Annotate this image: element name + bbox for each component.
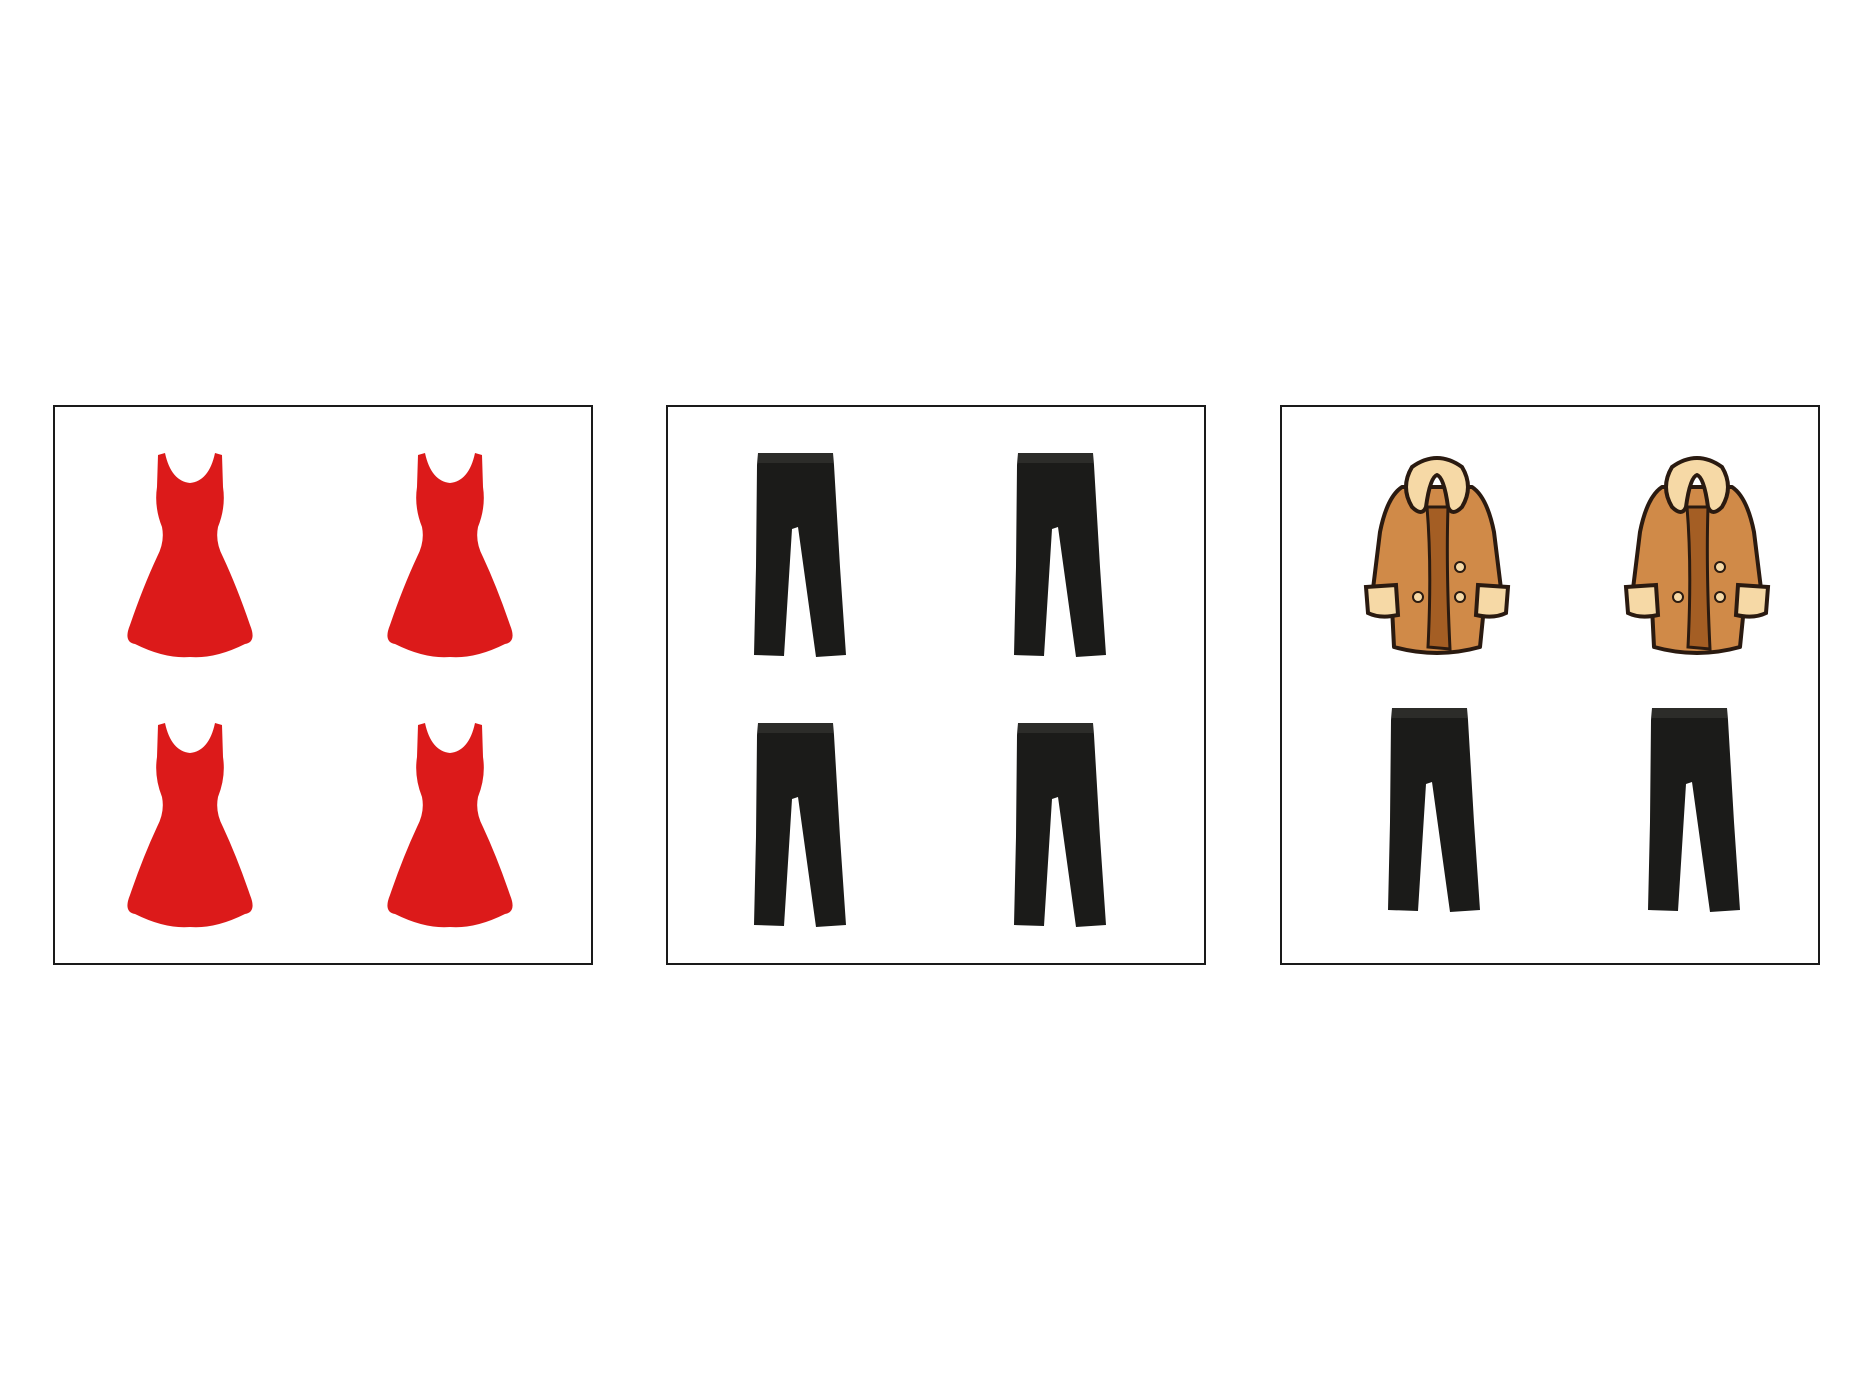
dress-icon [365,717,535,937]
pants-icon [978,717,1148,937]
coat-icon [1612,447,1782,667]
dresses-panel [53,405,593,965]
dress-icon [105,447,275,667]
coat-icon [1352,447,1522,667]
coats-and-pants-panel [1280,405,1820,965]
dress-icon [105,717,275,937]
pants-icon [978,447,1148,667]
pants-panel [666,405,1206,965]
pants-icon [1352,702,1522,922]
pants-icon [1612,702,1782,922]
dress-icon [365,447,535,667]
pants-icon [718,447,888,667]
pants-icon [718,717,888,937]
